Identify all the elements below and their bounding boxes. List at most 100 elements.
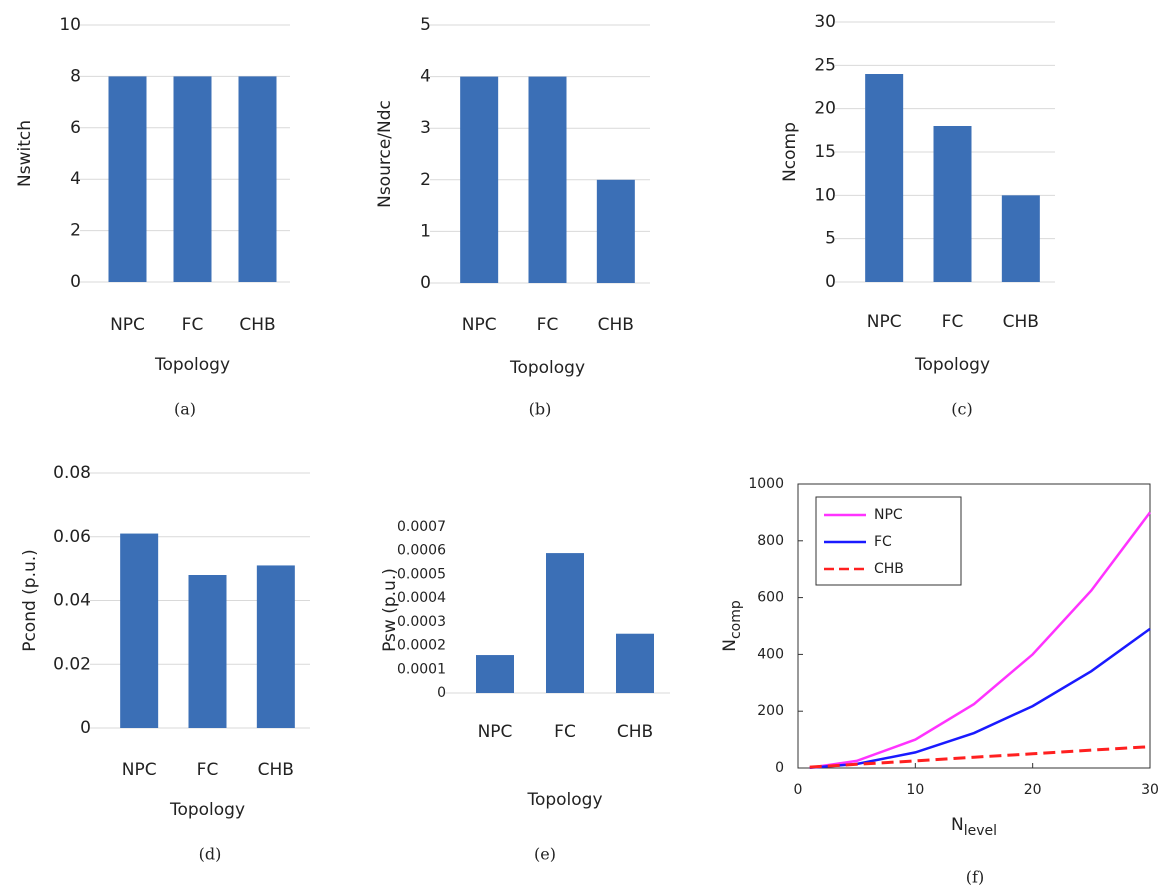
bar (476, 655, 514, 693)
x-axis-title: Topology (509, 358, 585, 378)
x-tick-label: CHB (598, 315, 634, 335)
caption: (d) (199, 845, 222, 864)
x-axis-title: Topology (914, 355, 990, 375)
y-tick-label: 0.0002 (397, 638, 446, 654)
y-axis-title: Ncomp (780, 122, 800, 182)
y-axis-title: Ncomp (720, 600, 744, 652)
y-tick-label: 4 (420, 67, 431, 87)
caption: (b) (529, 400, 552, 419)
series-line (809, 511, 1151, 769)
bar (865, 74, 904, 282)
x-tick-label: FC (942, 312, 964, 332)
x-tick-label: FC (197, 760, 219, 780)
y-title-sub: comp (728, 600, 744, 639)
x-tick-label: NPC (122, 760, 157, 780)
y-tick-label: 400 (757, 646, 784, 662)
caption: (e) (534, 845, 556, 864)
caption: (c) (951, 400, 972, 419)
bar (460, 76, 499, 283)
y-tick-label: 200 (757, 703, 784, 719)
x-axis-title: Nlevel (951, 815, 997, 839)
bar (596, 179, 635, 283)
bar (256, 565, 295, 728)
y-tick-label: 5 (420, 15, 431, 35)
x-tick-label: FC (182, 315, 204, 335)
y-tick-label: 600 (757, 590, 784, 606)
y-tick-label: 1000 (748, 476, 784, 492)
y-title-main: N (720, 639, 740, 652)
bar (173, 76, 212, 283)
y-tick-label: 0 (80, 718, 91, 738)
x-tick-label: NPC (110, 315, 145, 335)
x-tick-label: CHB (1003, 312, 1039, 332)
x-axis-title: Topology (526, 790, 602, 810)
bar (188, 575, 227, 728)
y-tick-label: 8 (70, 66, 81, 86)
y-tick-label: 10 (59, 15, 81, 35)
x-tick-label: NPC (867, 312, 902, 332)
legend-label: FC (874, 534, 892, 550)
bar (1001, 195, 1040, 282)
x-tick-label: 0 (794, 782, 803, 798)
y-tick-label: 20 (814, 99, 836, 119)
y-tick-label: 0.0006 (397, 543, 446, 559)
x-tick-label: 20 (1024, 782, 1042, 798)
y-tick-label: 0.0001 (397, 661, 446, 677)
x-tick-label: CHB (239, 315, 275, 335)
y-tick-label: 3 (420, 118, 431, 138)
y-tick-label: 30 (814, 12, 836, 32)
legend-label: CHB (874, 561, 904, 577)
y-tick-label: 25 (814, 55, 836, 75)
caption: (a) (174, 400, 196, 419)
x-tick-label: NPC (478, 722, 513, 742)
x-title-sub: level (964, 823, 997, 839)
y-tick-label: 0.06 (53, 527, 91, 547)
y-tick-label: 15 (814, 142, 836, 162)
bar (546, 553, 584, 693)
x-axis-title: Topology (154, 355, 230, 375)
y-tick-label: 2 (420, 170, 431, 190)
y-axis-title: Nsource/Ndc (375, 100, 395, 208)
y-tick-label: 5 (825, 229, 836, 249)
x-axis-title: Topology (169, 800, 245, 820)
y-axis-title: Pcond (p.u.) (20, 549, 40, 652)
y-tick-label: 10 (814, 185, 836, 205)
y-tick-label: 800 (757, 533, 784, 549)
y-tick-label: 0 (825, 272, 836, 292)
bar (238, 76, 277, 283)
y-tick-label: 0 (775, 760, 784, 776)
y-tick-label: 0.08 (53, 463, 91, 483)
x-title-main: N (951, 815, 964, 835)
y-tick-label: 2 (70, 221, 81, 241)
bar (528, 76, 567, 283)
y-tick-label: 0 (437, 685, 446, 701)
bar (108, 76, 147, 283)
x-tick-label: 30 (1141, 782, 1159, 798)
x-tick-label: NPC (462, 315, 497, 335)
plot-frame (797, 483, 1151, 769)
y-tick-label: 0.02 (53, 654, 91, 674)
x-tick-label: CHB (258, 760, 294, 780)
y-axis-title: Psw (p.u.) (380, 568, 400, 652)
bar (933, 126, 972, 282)
x-tick-label: CHB (617, 722, 653, 742)
caption: (f) (966, 868, 984, 887)
y-axis-title: Nswitch (15, 120, 35, 187)
y-tick-label: 1 (420, 221, 431, 241)
y-tick-label: 0 (70, 272, 81, 292)
legend-label: NPC (874, 507, 903, 523)
x-tick-label: FC (554, 722, 576, 742)
y-tick-label: 0.0003 (397, 614, 446, 630)
y-tick-label: 6 (70, 118, 81, 138)
bar (120, 533, 159, 728)
y-tick-label: 0.0005 (397, 566, 446, 582)
y-tick-label: 0.0007 (397, 519, 446, 535)
y-tick-label: 0.04 (53, 591, 91, 611)
y-tick-label: 4 (70, 169, 81, 189)
x-tick-label: FC (537, 315, 559, 335)
x-tick-label: 10 (906, 782, 924, 798)
series-line (809, 745, 1151, 769)
y-tick-label: 0 (420, 273, 431, 293)
bar (616, 633, 654, 693)
